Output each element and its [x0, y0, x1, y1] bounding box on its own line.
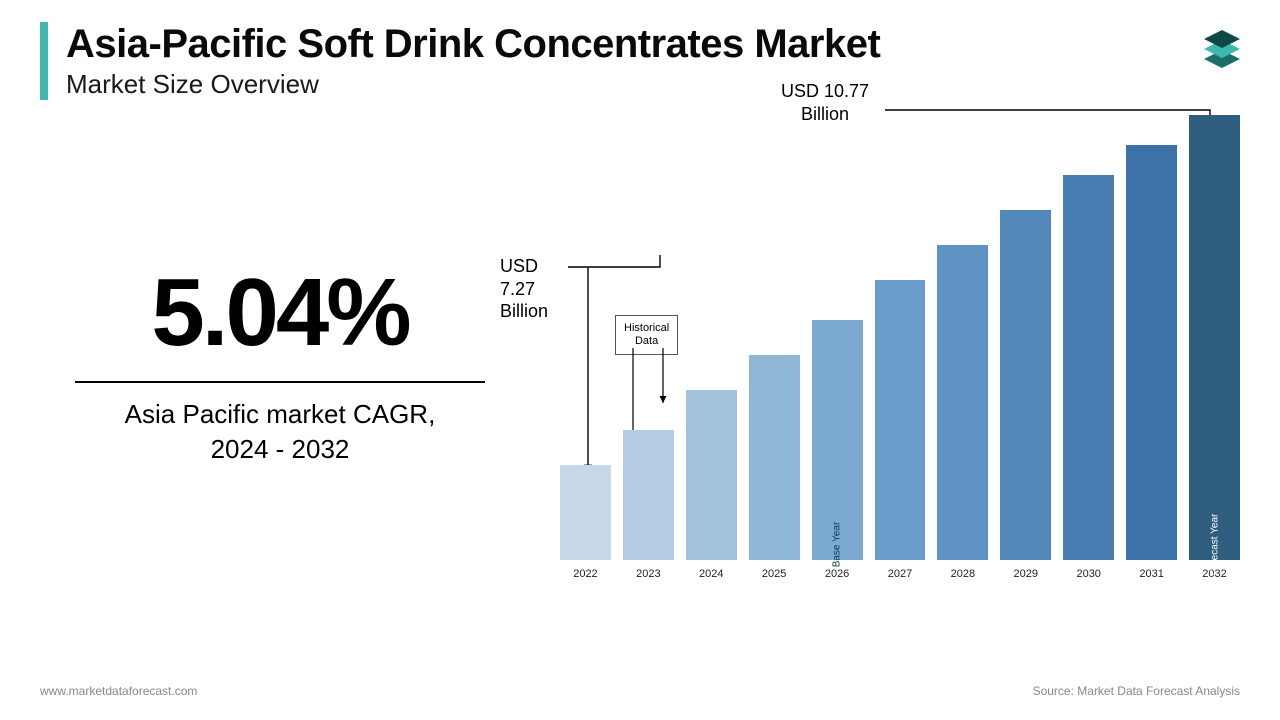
page: Asia-Pacific Soft Drink Concentrates Mar… [0, 0, 1280, 720]
bar-wrap: 2022 [560, 465, 611, 580]
bar [1126, 145, 1177, 560]
bar-year-label: 2029 [1014, 568, 1038, 580]
cagr-label: Asia Pacific market CAGR, 2024 - 2032 [60, 397, 500, 467]
forecast-year-label: Forecast Year [1209, 514, 1220, 576]
bar-chart: 2022202320242025Base Year202620272028202… [560, 150, 1240, 630]
start-value-line3: Billion [500, 301, 548, 321]
bar-wrap: 2030 [1063, 175, 1114, 580]
cagr-value: 5.04% [60, 265, 500, 361]
bar-wrap: 2028 [937, 245, 988, 580]
bar-wrap: Base Year2026 [812, 320, 863, 580]
footer-source: Source: Market Data Forecast Analysis [1033, 684, 1240, 698]
titles: Asia-Pacific Soft Drink Concentrates Mar… [66, 22, 880, 100]
bar-year-label: 2023 [636, 568, 660, 580]
bar-wrap: Forecast Year2032 [1189, 115, 1240, 580]
bar-wrap: 2029 [1000, 210, 1051, 580]
end-value-callout: USD 10.77 Billion [760, 80, 890, 125]
cagr-stat: 5.04% Asia Pacific market CAGR, 2024 - 2… [60, 265, 500, 467]
start-value-line1: USD [500, 256, 538, 276]
bar [875, 280, 926, 560]
start-value-line2: 7.27 [500, 279, 535, 299]
bar-year-label: 2022 [573, 568, 597, 580]
end-value-line2: Billion [801, 104, 849, 124]
cagr-label-line1: Asia Pacific market CAGR, [125, 399, 436, 429]
brand-logo-icon [1194, 20, 1250, 76]
bar [749, 355, 800, 560]
bar-year-label: 2030 [1076, 568, 1100, 580]
bar: Base Year [812, 320, 863, 560]
bar-year-label: 2025 [762, 568, 786, 580]
bar-wrap: 2031 [1126, 145, 1177, 580]
bar-year-label: 2028 [951, 568, 975, 580]
cagr-label-line2: 2024 - 2032 [211, 434, 350, 464]
bar-wrap: 2023 [623, 430, 674, 580]
bar [560, 465, 611, 560]
stat-divider [75, 381, 485, 383]
bar-wrap: 2024 [686, 390, 737, 580]
bar: Forecast Year [1189, 115, 1240, 560]
bar [623, 430, 674, 560]
end-value-line1: USD 10.77 [781, 81, 869, 101]
footer-url: www.marketdataforecast.com [40, 684, 197, 698]
bar [937, 245, 988, 560]
bar-year-label: 2031 [1139, 568, 1163, 580]
bar-wrap: 2027 [875, 280, 926, 580]
bar [686, 390, 737, 560]
bar [1000, 210, 1051, 560]
bar-year-label: 2024 [699, 568, 723, 580]
bar-year-label: 2027 [888, 568, 912, 580]
bar-wrap: 2025 [749, 355, 800, 580]
accent-bar [40, 22, 48, 100]
bars-container: 2022202320242025Base Year202620272028202… [560, 150, 1240, 580]
page-title: Asia-Pacific Soft Drink Concentrates Mar… [66, 22, 880, 67]
base-year-label: Base Year [832, 522, 843, 568]
header: Asia-Pacific Soft Drink Concentrates Mar… [40, 22, 880, 100]
bar-year-label: 2026 [825, 568, 849, 580]
page-subtitle: Market Size Overview [66, 69, 880, 100]
bar [1063, 175, 1114, 560]
